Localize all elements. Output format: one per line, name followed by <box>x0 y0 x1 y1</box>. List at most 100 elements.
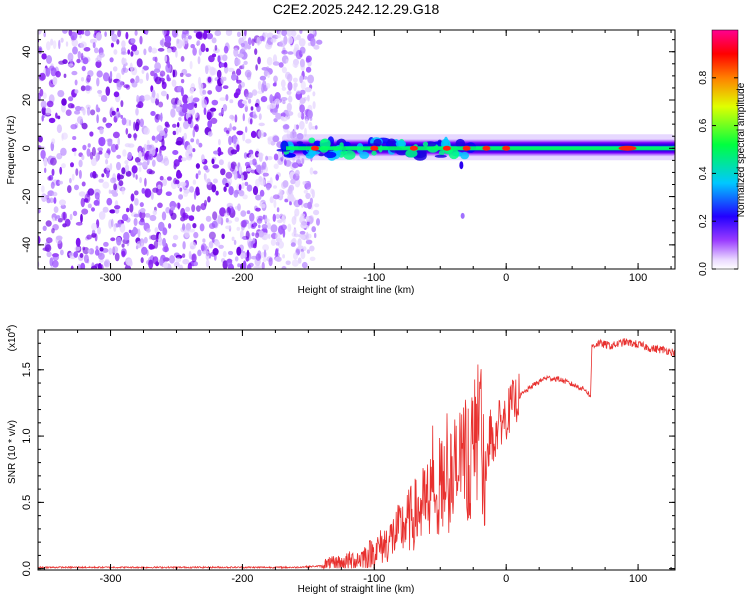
noise-speck <box>229 114 235 120</box>
noise-speck <box>255 232 260 239</box>
noise-speck <box>202 89 207 95</box>
noise-speck <box>80 85 86 92</box>
noise-speck <box>189 241 197 250</box>
noise-speck <box>253 265 260 269</box>
noise-speck <box>184 36 189 45</box>
noise-speck <box>118 219 122 228</box>
noise-speck <box>218 244 224 249</box>
x-tick-label: -200 <box>231 573 253 585</box>
noise-speck <box>293 252 298 260</box>
colorbar-tick-label: 0.6 <box>698 118 709 132</box>
noise-speck <box>131 165 138 174</box>
noise-speck <box>241 174 245 181</box>
noise-speck <box>247 44 251 50</box>
noise-speck <box>207 76 212 83</box>
noise-speck <box>264 218 270 223</box>
noise-speck <box>281 265 287 269</box>
noise-speck <box>55 179 61 186</box>
noise-speck <box>148 259 154 269</box>
noise-speck <box>91 222 98 231</box>
colorbar-gradient <box>711 29 739 270</box>
noise-speck <box>247 92 253 99</box>
noise-speck <box>87 203 92 209</box>
noise-speck <box>125 31 129 40</box>
noise-speck <box>299 97 306 104</box>
noise-speck <box>292 156 296 162</box>
noise-speck <box>106 197 113 206</box>
noise-speck <box>112 131 120 139</box>
noise-speck <box>116 236 122 246</box>
noise-speck <box>215 84 223 93</box>
noise-speck <box>166 93 169 100</box>
noise-speck <box>127 133 132 139</box>
noise-speck <box>162 227 168 236</box>
noise-speck <box>275 214 280 219</box>
noise-speck <box>148 153 153 161</box>
noise-speck <box>240 43 245 47</box>
noise-speck <box>100 95 108 102</box>
noise-speck <box>306 249 310 254</box>
signal-lump <box>434 154 447 158</box>
noise-speck <box>148 46 153 53</box>
noise-speck <box>161 211 167 221</box>
noise-speck <box>60 147 67 156</box>
noise-speck <box>313 44 320 50</box>
noise-speck <box>109 57 114 63</box>
noise-speck <box>263 249 267 258</box>
noise-speck <box>120 51 127 56</box>
noise-speck <box>98 252 105 260</box>
noise-speck <box>245 230 250 240</box>
noise-speck <box>125 84 131 90</box>
noise-speck <box>118 180 124 187</box>
noise-speck <box>103 241 109 247</box>
noise-speck <box>124 160 129 165</box>
noise-speck <box>38 47 42 53</box>
noise-speck <box>307 74 314 84</box>
noise-speck <box>273 75 278 83</box>
noise-speck <box>133 121 136 131</box>
noise-speck <box>77 51 82 59</box>
noise-speck <box>187 102 194 110</box>
noise-speck <box>102 206 109 213</box>
noise-speck <box>161 80 165 85</box>
noise-speck <box>300 112 305 120</box>
noise-speck <box>141 246 148 255</box>
noise-speck <box>265 166 269 172</box>
stray-blob <box>459 161 464 170</box>
noise-speck <box>253 222 258 227</box>
noise-speck <box>242 113 245 122</box>
stray-blob <box>460 212 465 219</box>
noise-speck <box>191 253 197 263</box>
noise-speck <box>87 143 91 148</box>
noise-speck <box>195 31 203 39</box>
noise-speck <box>137 145 143 154</box>
noise-speck <box>134 190 139 196</box>
noise-speck <box>124 164 130 173</box>
snr-multiplier-exp: 4 <box>6 328 13 332</box>
noise-speck <box>158 101 164 108</box>
noise-speck <box>219 62 226 68</box>
noise-speck <box>172 104 177 109</box>
noise-speck <box>311 226 317 233</box>
noise-speck <box>178 117 182 121</box>
noise-speck <box>179 181 187 187</box>
noise-speck <box>184 179 189 188</box>
noise-speck <box>222 54 228 62</box>
noise-speck <box>225 217 229 223</box>
noise-speck <box>151 135 156 141</box>
noise-speck <box>261 224 268 229</box>
noise-speck <box>138 220 146 226</box>
noise-speck <box>257 129 265 139</box>
colorbar-label: Normalized spectral amplitude <box>736 82 747 217</box>
signal-lump <box>319 138 331 149</box>
noise-speck <box>190 138 195 143</box>
noise-speck <box>137 228 141 238</box>
y-tick-label: -20 <box>21 189 33 205</box>
noise-speck <box>263 32 269 38</box>
signal-lump <box>373 138 382 147</box>
noise-speck <box>305 192 311 200</box>
noise-speck <box>256 36 261 46</box>
noise-speck <box>86 148 91 157</box>
